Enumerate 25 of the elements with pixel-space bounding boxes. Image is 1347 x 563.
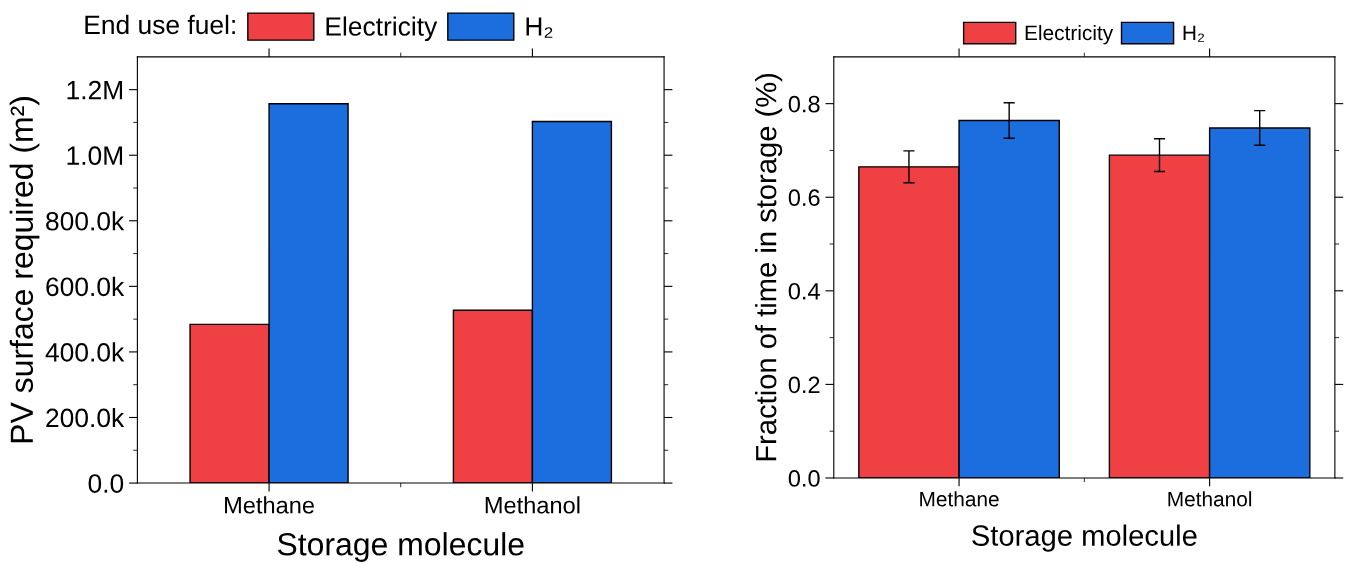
y-tick-label: 600.0k	[46, 276, 125, 297]
legend-label: H₂	[1183, 25, 1205, 42]
legend-label: H₂	[526, 17, 553, 38]
legend-label: Electricity	[326, 16, 438, 42]
y-tick-label: 200.0k	[46, 407, 125, 428]
legend-title: End use fuel:	[85, 14, 235, 35]
y-tick-label: 1.0M	[67, 146, 123, 166]
y-tick-label: 800.0k	[46, 211, 125, 231]
legend-label: Electricity	[1025, 24, 1114, 45]
x-axis-title: Storage molecule	[277, 532, 524, 562]
y-tick-label: 0.6	[788, 189, 820, 207]
y-tick-label: 1.2M	[67, 80, 123, 100]
y-axis-title: Fraction of time in storage (%)	[755, 73, 783, 461]
y-tick-label: 0.8	[788, 95, 820, 113]
y-tick-label: 400.0k	[45, 342, 125, 362]
y-tick-label: 0.4	[788, 282, 820, 300]
y-tick-label: 0.0	[788, 470, 820, 487]
y-axis-title: PV surface required (m²)	[9, 97, 40, 443]
y-tick-label: 0.2	[788, 376, 820, 394]
x-tick-label: Methanol	[1168, 491, 1252, 507]
x-axis-title: Storage molecule	[972, 524, 1197, 552]
y-tick-label: 0.0	[88, 474, 124, 493]
x-tick-label: Methane	[225, 496, 314, 514]
x-tick-label: Methanol	[485, 496, 580, 514]
x-tick-label: Methane	[920, 491, 999, 507]
